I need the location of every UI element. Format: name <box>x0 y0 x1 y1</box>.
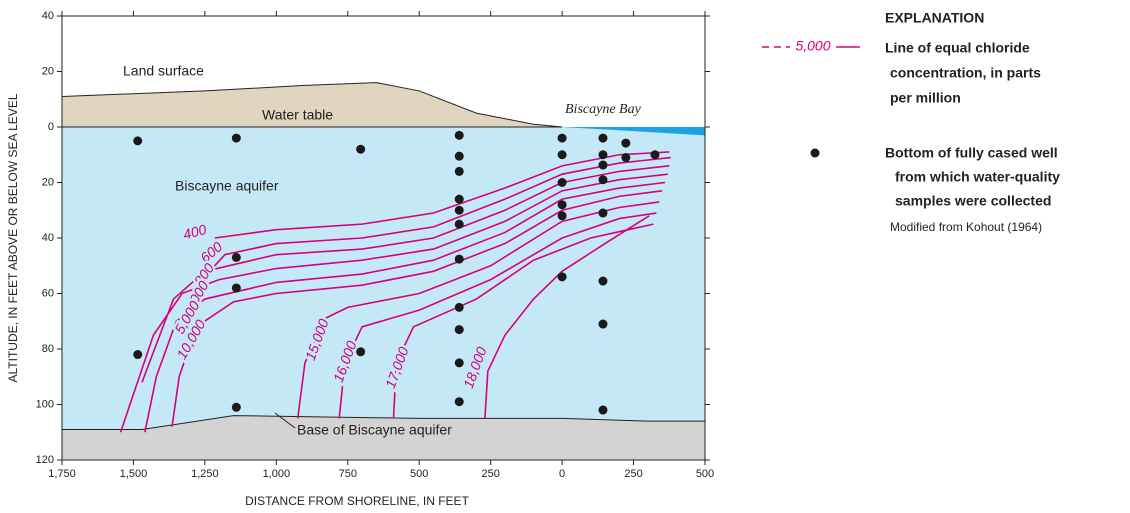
x-axis-title: DISTANCE FROM SHORELINE, IN FEET <box>245 494 469 508</box>
legend-text: from which water-quality <box>895 169 1060 185</box>
well-point <box>598 276 608 286</box>
leader-line <box>274 412 296 429</box>
contour-line <box>141 165 670 383</box>
legend-text: samples were collected <box>895 193 1051 209</box>
well-point <box>598 160 608 170</box>
y-tick-label: 0 <box>48 121 54 133</box>
well-point <box>454 254 464 264</box>
x-tick-label: 250 <box>624 468 642 480</box>
well-point <box>133 350 143 360</box>
well-point <box>557 200 567 210</box>
y-tick-label: 20 <box>42 176 54 188</box>
legend-text: per million <box>890 90 961 106</box>
well-point <box>598 175 608 185</box>
well-point <box>231 133 241 143</box>
explanation-title: EXPLANATION <box>885 10 984 26</box>
annotation: Biscayne Bay <box>565 102 642 117</box>
x-tick-label: 1,250 <box>191 468 219 480</box>
well-point <box>454 325 464 335</box>
legend-contour-sample: 5,000 <box>795 38 830 54</box>
legend-text: concentration, in parts <box>890 65 1041 81</box>
well-point <box>454 302 464 312</box>
well-point <box>557 272 567 282</box>
well-point <box>454 130 464 140</box>
well-point <box>454 194 464 204</box>
y-tick-label: 40 <box>42 10 54 22</box>
well-point <box>454 358 464 368</box>
legend-text: Bottom of fully cased well <box>885 145 1058 161</box>
aquifer-area <box>62 127 705 460</box>
well-point <box>231 402 241 412</box>
well-point <box>598 150 608 160</box>
contour-line <box>144 181 666 433</box>
x-tick-label: 500 <box>696 468 714 480</box>
x-tick-label: 250 <box>481 468 499 480</box>
well-point <box>356 144 366 154</box>
x-tick-label: 1,000 <box>263 468 291 480</box>
well-point <box>598 133 608 143</box>
contour-line <box>171 190 663 427</box>
well-point <box>454 205 464 215</box>
x-tick-label: 1,750 <box>48 468 76 480</box>
land-area <box>62 82 563 127</box>
x-tick-label: 500 <box>410 468 428 480</box>
contour-line <box>338 212 657 419</box>
well-point <box>454 397 464 407</box>
well-point <box>650 150 660 160</box>
well-point <box>454 219 464 229</box>
y-tick-label: 80 <box>42 343 54 355</box>
annotation: Base of Biscayne aquifer <box>297 422 452 438</box>
well-point <box>557 133 567 143</box>
legend-well-symbol <box>810 148 820 158</box>
contour-line <box>119 173 668 433</box>
annotation: Land surface <box>123 63 204 79</box>
well-point <box>133 136 143 146</box>
y-tick-label: 60 <box>42 287 54 299</box>
land-surface-line <box>61 82 563 128</box>
well-point <box>356 347 366 357</box>
x-tick-label: 750 <box>339 468 357 480</box>
y-axis-title: ALTITUDE, IN FEET ABOVE OR BELOW SEA LEV… <box>6 93 20 382</box>
well-point <box>557 178 567 187</box>
well-point <box>598 405 608 415</box>
well-point <box>621 153 631 163</box>
y-tick-label: 120 <box>36 454 54 466</box>
well-point <box>621 138 631 148</box>
x-tick-label: 1,500 <box>120 468 148 480</box>
well-point <box>598 319 608 329</box>
contour-line <box>392 223 654 419</box>
y-tick-label: 20 <box>42 65 54 77</box>
well-point <box>231 252 241 262</box>
well-point <box>454 166 464 176</box>
well-point <box>557 211 567 221</box>
well-point <box>454 151 464 161</box>
annotation: Water table <box>262 107 333 123</box>
y-tick-label: 100 <box>36 398 54 410</box>
bay-area <box>562 127 705 136</box>
well-point <box>231 283 241 293</box>
well-point <box>557 150 567 160</box>
y-tick-label: 40 <box>42 232 54 244</box>
contour-line <box>484 215 650 419</box>
annotation: Biscayne aquifer <box>175 178 279 194</box>
well-point <box>598 208 608 218</box>
x-tick-label: 0 <box>559 468 565 480</box>
legend-text: Line of equal chloride <box>885 40 1030 56</box>
contour-line <box>214 151 670 239</box>
source-note: Modified from Kohout (1964) <box>890 220 1042 234</box>
